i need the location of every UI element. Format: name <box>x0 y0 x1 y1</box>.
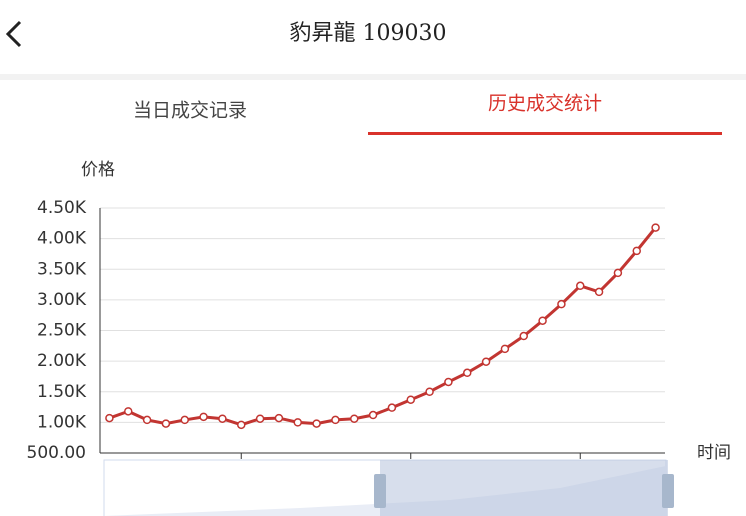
point <box>444 377 453 387</box>
y-axis-label: 价格 <box>81 160 115 180</box>
data-zoom[interactable] <box>103 459 674 516</box>
point <box>105 413 114 423</box>
y-tick-label: 1.00K <box>37 412 87 432</box>
y-tick-label: 3.50K <box>37 259 87 279</box>
point <box>613 268 623 278</box>
point <box>312 419 321 428</box>
point <box>594 287 604 297</box>
point <box>142 415 152 425</box>
x-axis-label: 时间 <box>697 443 731 463</box>
point <box>124 407 133 416</box>
point <box>161 419 171 428</box>
point <box>651 223 660 232</box>
tab-underline <box>368 132 722 135</box>
point <box>274 413 284 423</box>
separator <box>0 74 746 80</box>
point <box>463 368 472 378</box>
point <box>557 299 566 309</box>
chart: 500.00 1.00K 1.50K 2.00K 2.50K 3.00K 3.50K 4.00… <box>27 198 665 488</box>
y-tick-label: 2.00K <box>37 351 87 371</box>
y-tick-label: 500.00 <box>27 443 86 463</box>
point <box>293 418 302 427</box>
point <box>576 281 585 291</box>
point <box>425 387 434 396</box>
point <box>632 246 641 256</box>
point <box>500 344 510 354</box>
point <box>180 415 189 425</box>
zoom-window[interactable] <box>380 460 668 516</box>
point <box>538 316 547 325</box>
tab[interactable]: 当日成交记录 <box>133 100 247 122</box>
y-tick-label: 4.50K <box>37 198 87 218</box>
y-tick-label: 4.00K <box>37 229 87 249</box>
line <box>108 226 657 427</box>
point <box>368 410 378 420</box>
point <box>237 420 246 430</box>
zoom-handle[interactable] <box>662 474 674 508</box>
point <box>331 415 340 425</box>
point <box>481 357 491 366</box>
y-tick-label: 2.50K <box>37 321 87 341</box>
point <box>387 403 397 412</box>
page-title: 豹昇龍 109030 <box>290 21 447 46</box>
point <box>199 412 208 422</box>
zoom-handle[interactable] <box>374 474 386 508</box>
point <box>406 395 415 404</box>
back-button[interactable] <box>5 20 22 48</box>
y-tick-label: 1.50K <box>37 382 87 402</box>
point <box>255 414 265 423</box>
tab-active[interactable]: 历史成交统计 <box>488 93 602 115</box>
y-tick-label: 3.00K <box>37 290 87 310</box>
point <box>350 414 359 423</box>
point <box>218 414 227 423</box>
point <box>519 331 528 341</box>
